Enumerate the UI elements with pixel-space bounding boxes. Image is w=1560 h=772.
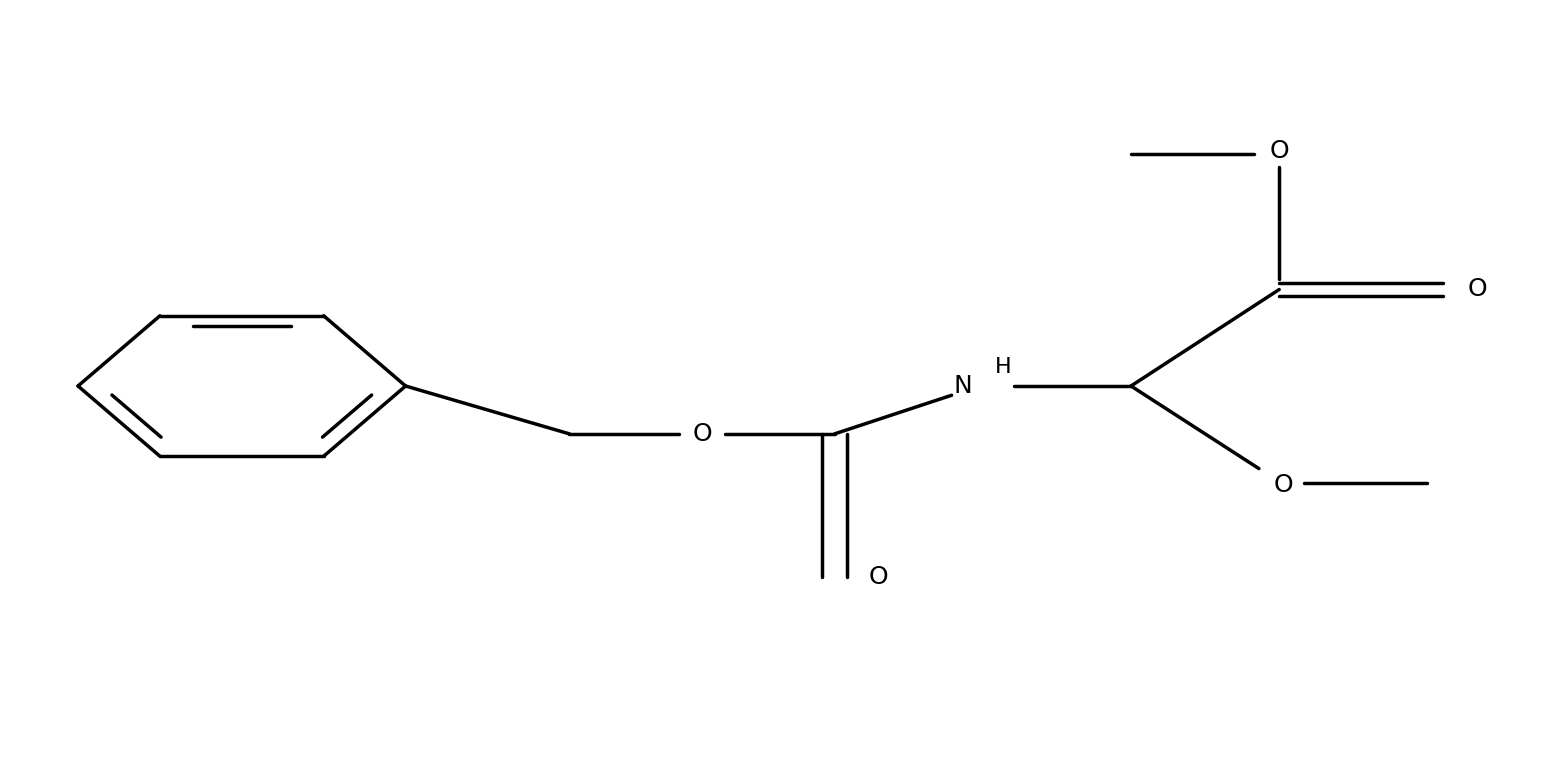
Text: O: O: [1275, 472, 1293, 497]
Text: O: O: [869, 564, 888, 589]
Text: H: H: [995, 357, 1011, 378]
Text: N: N: [953, 374, 972, 398]
Text: O: O: [1468, 277, 1487, 302]
Text: O: O: [693, 422, 711, 446]
Text: O: O: [1270, 138, 1289, 163]
